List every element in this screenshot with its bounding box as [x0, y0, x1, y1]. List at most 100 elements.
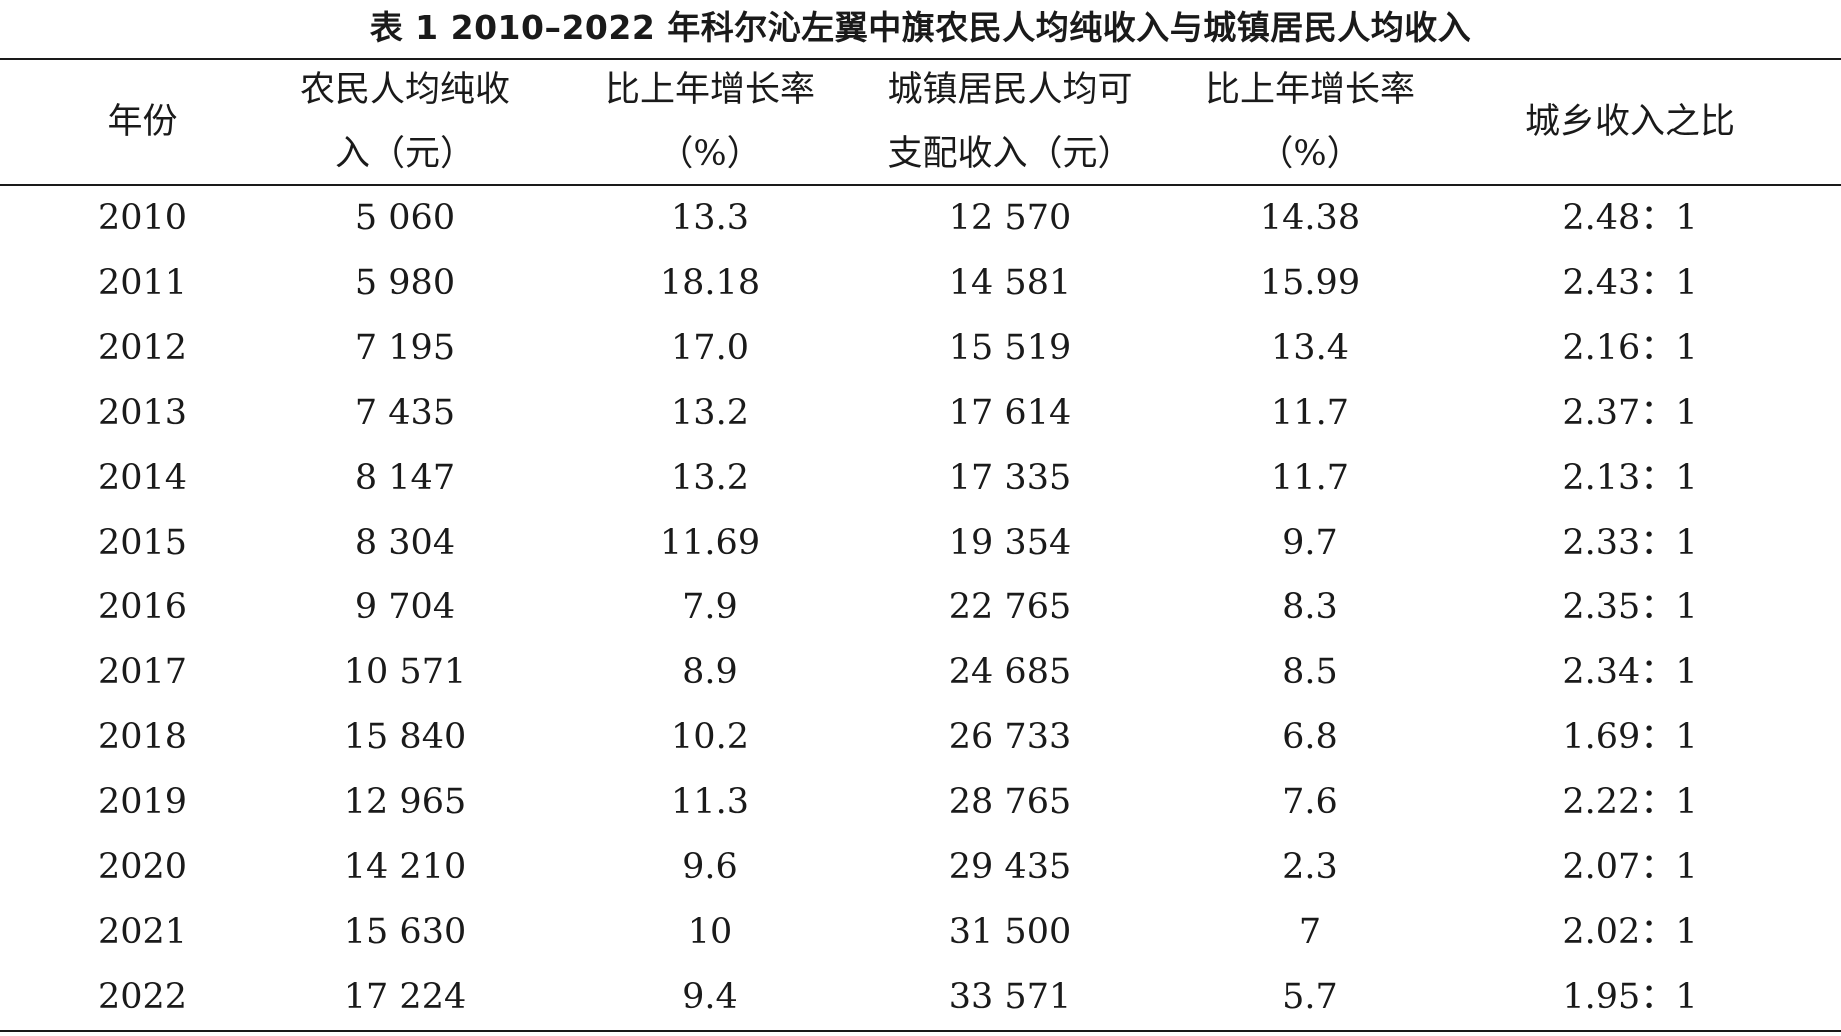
- cell-ratio: 2.43：1: [1562, 262, 1698, 303]
- table-row: 2021 15 630 10 31 500 7 2.02：1: [0, 900, 1841, 965]
- cell-ratio: 2.35：1: [1562, 587, 1698, 628]
- table-row: 2022 17 224 9.4 33 571 5.7 1.95：1: [0, 965, 1841, 1030]
- cell-urban-growth: 2.3: [1282, 847, 1338, 887]
- cell-ratio: 2.16：1: [1562, 327, 1698, 368]
- cell-farmer-growth: 10: [687, 911, 733, 952]
- cell-ratio: 1.69：1: [1562, 717, 1698, 758]
- cell-urban-income: 17 335: [948, 457, 1072, 498]
- cell-farmer-income: 9 704: [354, 587, 456, 628]
- cell-farmer-income: 12 965: [343, 782, 467, 823]
- top-rule: [0, 58, 1841, 60]
- cell-ratio: 2.07：1: [1562, 847, 1698, 887]
- cell-farmer-growth: 13.2: [671, 392, 749, 433]
- cell-farmer-growth: 13.3: [671, 198, 749, 238]
- cell-urban-growth: 11.7: [1271, 392, 1349, 433]
- header-urban-income: 城镇居民人均可 支配收入（元）: [855, 60, 1165, 184]
- cell-farmer-income: 5 980: [354, 262, 456, 303]
- cell-year: 2013: [97, 392, 188, 433]
- cell-year: 2010: [97, 198, 188, 238]
- header-ratio-text: 城乡收入之比: [1524, 102, 1735, 142]
- cell-urban-growth: 15.99: [1259, 262, 1361, 303]
- cell-urban-growth: 13.4: [1271, 327, 1349, 368]
- cell-farmer-income: 15 630: [343, 911, 467, 952]
- cell-farmer-growth: 11.69: [659, 522, 761, 563]
- cell-farmer-income: 7 435: [354, 392, 456, 433]
- header-urban-growth-line1: 比上年增长率: [1204, 70, 1415, 110]
- table-row: 2016 9 704 7.9 22 765 8.3 2.35：1: [0, 575, 1841, 640]
- cell-farmer-income: 7 195: [354, 327, 456, 368]
- cell-urban-growth: 7.6: [1282, 782, 1338, 823]
- cell-urban-income: 14 581: [948, 262, 1072, 303]
- table-row: 2013 7 435 13.2 17 614 11.7 2.37：1: [0, 381, 1841, 446]
- cell-ratio: 2.48：1: [1562, 198, 1698, 238]
- header-urban-growth-line2: （%）: [1258, 134, 1362, 174]
- header-farmer-income-line1: 农民人均纯收: [299, 70, 510, 110]
- header-year: 年份: [40, 60, 245, 184]
- cell-year: 2020: [97, 847, 188, 887]
- cell-urban-growth: 14.38: [1259, 198, 1361, 238]
- cell-farmer-income: 10 571: [343, 652, 467, 693]
- cell-urban-income: 31 500: [948, 911, 1072, 952]
- cell-urban-growth: 9.7: [1282, 522, 1338, 563]
- table-row: 2020 14 210 9.6 29 435 2.3 2.07：1: [0, 835, 1841, 900]
- cell-farmer-growth: 7.9: [682, 587, 738, 628]
- cell-farmer-growth: 9.4: [682, 976, 738, 1017]
- cell-farmer-income: 17 224: [343, 976, 467, 1017]
- header-farmer-growth: 比上年增长率 （%）: [565, 60, 855, 184]
- cell-ratio: 2.33：1: [1562, 522, 1698, 563]
- header-rule: [0, 184, 1841, 186]
- cell-farmer-growth: 18.18: [659, 262, 761, 303]
- table-row: 2014 8 147 13.2 17 335 11.7 2.13：1: [0, 446, 1841, 511]
- header-ratio: 城乡收入之比: [1455, 60, 1805, 184]
- cell-urban-growth: 8.5: [1282, 652, 1338, 693]
- cell-urban-growth: 7: [1298, 911, 1322, 952]
- cell-urban-income: 17 614: [948, 392, 1072, 433]
- table-header: 年份 农民人均纯收 入（元） 比上年增长率 （%） 城镇居民人均可 支配收入（元…: [0, 60, 1841, 184]
- cell-ratio: 2.34：1: [1562, 652, 1698, 693]
- cell-farmer-growth: 10.2: [671, 717, 749, 758]
- cell-ratio: 1.95：1: [1562, 976, 1698, 1017]
- cell-ratio: 2.13：1: [1562, 457, 1698, 498]
- cell-farmer-income: 8 147: [354, 457, 456, 498]
- table-row: 2019 12 965 11.3 28 765 7.6 2.22：1: [0, 770, 1841, 835]
- cell-urban-income: 12 570: [948, 198, 1072, 238]
- cell-farmer-income: 8 304: [354, 522, 456, 563]
- header-farmer-income: 农民人均纯收 入（元）: [245, 60, 565, 184]
- cell-year: 2012: [97, 327, 188, 368]
- cell-farmer-income: 15 840: [343, 717, 467, 758]
- cell-urban-income: 33 571: [948, 976, 1072, 1017]
- cell-year: 2022: [97, 976, 188, 1017]
- cell-year: 2011: [97, 262, 188, 303]
- cell-urban-growth: 6.8: [1282, 717, 1338, 758]
- table-row: 2015 8 304 11.69 19 354 9.7 2.33：1: [0, 511, 1841, 576]
- bottom-rule: [0, 1030, 1841, 1032]
- cell-year: 2021: [97, 911, 188, 952]
- cell-farmer-income: 5 060: [354, 198, 456, 238]
- header-farmer-growth-line2: （%）: [658, 134, 762, 174]
- header-urban-growth: 比上年增长率 （%）: [1165, 60, 1455, 184]
- cell-urban-income: 26 733: [948, 717, 1072, 758]
- table-row: 2010 5 060 13.3 12 570 14.38 2.48：1: [0, 186, 1841, 251]
- cell-year: 2018: [97, 717, 188, 758]
- cell-year: 2014: [97, 457, 188, 498]
- header-farmer-growth-line1: 比上年增长率: [604, 70, 815, 110]
- cell-urban-growth: 11.7: [1271, 457, 1349, 498]
- cell-year: 2019: [97, 782, 188, 823]
- cell-farmer-growth: 13.2: [671, 457, 749, 498]
- cell-ratio: 2.22：1: [1562, 782, 1698, 823]
- cell-farmer-growth: 17.0: [671, 327, 749, 368]
- cell-year: 2015: [97, 522, 188, 563]
- table-title: 表 1 2010–2022 年科尔沁左翼中旗农民人均纯收入与城镇居民人均收入: [369, 8, 1472, 47]
- cell-farmer-growth: 9.6: [682, 847, 738, 887]
- header-farmer-income-line2: 入（元）: [334, 134, 475, 174]
- header-year-text: 年份: [107, 102, 178, 142]
- cell-year: 2016: [97, 587, 188, 628]
- cell-ratio: 2.02：1: [1562, 911, 1698, 952]
- table-body: 2010 5 060 13.3 12 570 14.38 2.48：1 2011…: [0, 186, 1841, 1030]
- cell-farmer-growth: 8.9: [682, 652, 738, 693]
- table-row: 2012 7 195 17.0 15 519 13.4 2.16：1: [0, 316, 1841, 381]
- header-urban-income-line2: 支配收入（元）: [887, 134, 1133, 174]
- table-row: 2017 10 571 8.9 24 685 8.5 2.34：1: [0, 640, 1841, 705]
- cell-urban-income: 28 765: [948, 782, 1072, 823]
- cell-urban-growth: 8.3: [1282, 587, 1338, 628]
